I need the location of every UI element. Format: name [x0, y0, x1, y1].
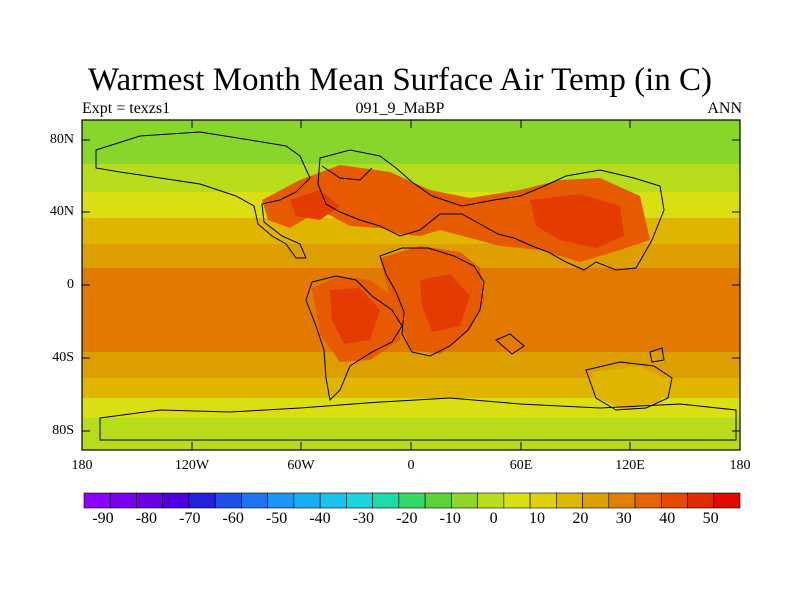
- field-band: [82, 398, 740, 418]
- colorbar-box: [451, 492, 478, 509]
- lon-label-60w: 60W: [287, 458, 315, 473]
- experiment-label: Expt = texzs1: [82, 100, 171, 117]
- colorbar-label: -30: [352, 510, 375, 527]
- colorbar-box: [293, 492, 321, 509]
- colorbar-box: [660, 492, 688, 509]
- colorbar-label: -80: [135, 510, 158, 527]
- coastline: [317, 149, 665, 271]
- colorbar: [83, 492, 741, 509]
- lat-label-40n: 40N: [49, 204, 74, 219]
- colorbar-box: [582, 492, 610, 509]
- coastlines: [95, 131, 737, 441]
- coastline: [495, 333, 525, 355]
- colorbar-box: [713, 492, 741, 509]
- axis-ticks: [81, 120, 741, 450]
- colorbar-box: [109, 492, 137, 509]
- colorbar-box: [556, 492, 583, 509]
- lat-label-80s: 80S: [52, 423, 74, 438]
- colorbar-box: [398, 492, 426, 509]
- colorbar-label: -40: [309, 510, 331, 527]
- colorbar-label: -20: [396, 510, 418, 527]
- colorbar-label: -70: [179, 510, 201, 527]
- lat-label-0: 0: [67, 277, 74, 292]
- colorbar-box: [424, 492, 452, 509]
- colorbar-box: [241, 492, 268, 509]
- coastline: [379, 247, 485, 357]
- colorbar-box: [214, 492, 242, 509]
- colorbar-label: 30: [615, 510, 632, 527]
- colorbar-box: [503, 492, 531, 509]
- colorbar-box: [477, 492, 505, 509]
- coastline: [321, 165, 373, 181]
- coastline: [585, 361, 673, 411]
- colorbar-label: 0: [489, 510, 498, 527]
- colorbar-box: [634, 492, 662, 509]
- map-title: Warmest Month Mean Surface Air Temp (in …: [87, 62, 713, 98]
- colorbar-box: [346, 492, 373, 509]
- colorbar-label: 40: [659, 510, 676, 527]
- colorbar-label: -10: [439, 510, 461, 527]
- colorbar-label: -60: [222, 510, 244, 527]
- lat-label-80n: 80N: [49, 132, 74, 147]
- hot-region: [592, 366, 668, 410]
- colorbar-box: [267, 492, 295, 509]
- hot-region: [420, 274, 470, 332]
- colorbar-box: [372, 492, 400, 509]
- colorbar-box: [687, 492, 715, 509]
- coastline: [99, 397, 737, 441]
- colorbar-box: [319, 492, 347, 509]
- field-band: [82, 378, 740, 398]
- lon-label-120w: 120W: [174, 458, 210, 473]
- colorbar-box: [188, 492, 216, 509]
- coastline: [95, 131, 311, 259]
- colorbar-box: [608, 492, 636, 509]
- coastline: [305, 275, 403, 402]
- colorbar-box: [83, 492, 111, 509]
- lon-label-60e: 60E: [509, 458, 533, 473]
- lon-label-180e: 180: [729, 458, 751, 473]
- colorbar-label: 50: [702, 510, 719, 527]
- colorbar-label: -90: [92, 510, 114, 527]
- colorbar-box: [529, 492, 557, 509]
- colorbar-label: 10: [529, 510, 545, 527]
- lon-label-0: 0: [407, 458, 415, 473]
- hot-region: [290, 190, 340, 220]
- colorbar-box: [162, 492, 190, 509]
- colorbar-label: 20: [572, 510, 589, 527]
- colorbar-box: [136, 492, 164, 509]
- time-label: 091_9_MaBP: [355, 100, 445, 117]
- colorbar-label: -50: [265, 510, 288, 527]
- hot-region: [530, 194, 624, 248]
- lon-label-180w: 180: [71, 458, 93, 473]
- lat-label-40s: 40S: [52, 350, 74, 365]
- coastline: [649, 347, 665, 363]
- hot-region: [330, 288, 380, 344]
- lon-label-120e: 120E: [615, 458, 645, 473]
- season-label: ANN: [707, 100, 742, 117]
